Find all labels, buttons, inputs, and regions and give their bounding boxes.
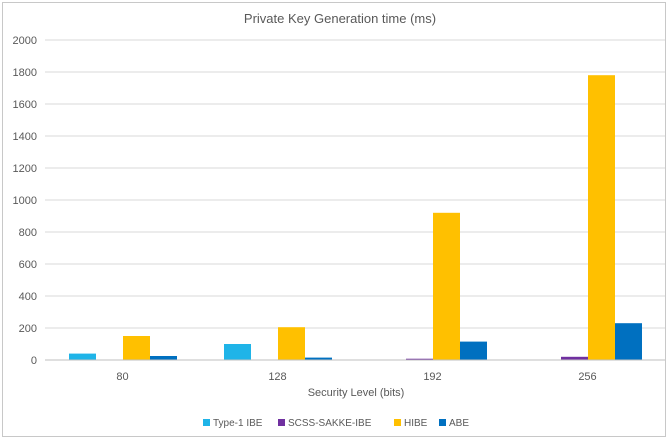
bar bbox=[460, 341, 487, 360]
y-axis-ticks: 0 200 400 600 800 1000 1200 1400 1600 1800 2000 bbox=[13, 35, 37, 367]
bar bbox=[69, 353, 96, 360]
legend-swatch bbox=[203, 419, 210, 426]
x-tick-label: 128 bbox=[268, 371, 286, 383]
bar bbox=[406, 358, 433, 360]
x-tick-label: 192 bbox=[423, 371, 441, 383]
y-tick-label: 0 bbox=[31, 355, 37, 367]
bars bbox=[69, 75, 642, 360]
y-tick-label: 2000 bbox=[13, 35, 37, 47]
legend-swatch bbox=[278, 419, 285, 426]
y-tick-label: 1800 bbox=[13, 67, 37, 79]
x-axis-title: Security Level (bits) bbox=[308, 387, 405, 399]
legend: Type-1 IBE SCSS-SAKKE-IBE HIBE ABE bbox=[203, 418, 469, 429]
bar bbox=[615, 323, 642, 360]
bar bbox=[305, 357, 332, 360]
legend-swatch bbox=[394, 419, 401, 426]
legend-label: SCSS-SAKKE-IBE bbox=[288, 418, 372, 429]
bar bbox=[278, 327, 305, 360]
bar bbox=[224, 344, 251, 360]
x-tick-label: 80 bbox=[116, 371, 128, 383]
y-tick-label: 400 bbox=[19, 291, 37, 303]
legend-label: HIBE bbox=[404, 418, 428, 429]
chart-title: Private Key Generation time (ms) bbox=[244, 11, 436, 26]
legend-label: Type-1 IBE bbox=[213, 418, 263, 429]
bar bbox=[561, 356, 588, 360]
legend-label: ABE bbox=[449, 418, 469, 429]
y-tick-label: 600 bbox=[19, 259, 37, 271]
y-tick-label: 1000 bbox=[13, 195, 37, 207]
chart-frame bbox=[2, 2, 666, 437]
y-tick-label: 800 bbox=[19, 227, 37, 239]
bar bbox=[588, 75, 615, 360]
y-tick-label: 1200 bbox=[13, 163, 37, 175]
bar bbox=[150, 356, 177, 360]
bar bbox=[433, 212, 460, 360]
legend-swatch bbox=[439, 419, 446, 426]
y-tick-label: 1400 bbox=[13, 131, 37, 143]
x-tick-label: 256 bbox=[578, 371, 596, 383]
y-tick-label: 200 bbox=[19, 323, 37, 335]
x-axis-ticks: 80 128 192 256 bbox=[116, 371, 596, 383]
gridlines bbox=[45, 39, 665, 329]
bar bbox=[123, 336, 150, 360]
y-tick-label: 1600 bbox=[13, 99, 37, 111]
